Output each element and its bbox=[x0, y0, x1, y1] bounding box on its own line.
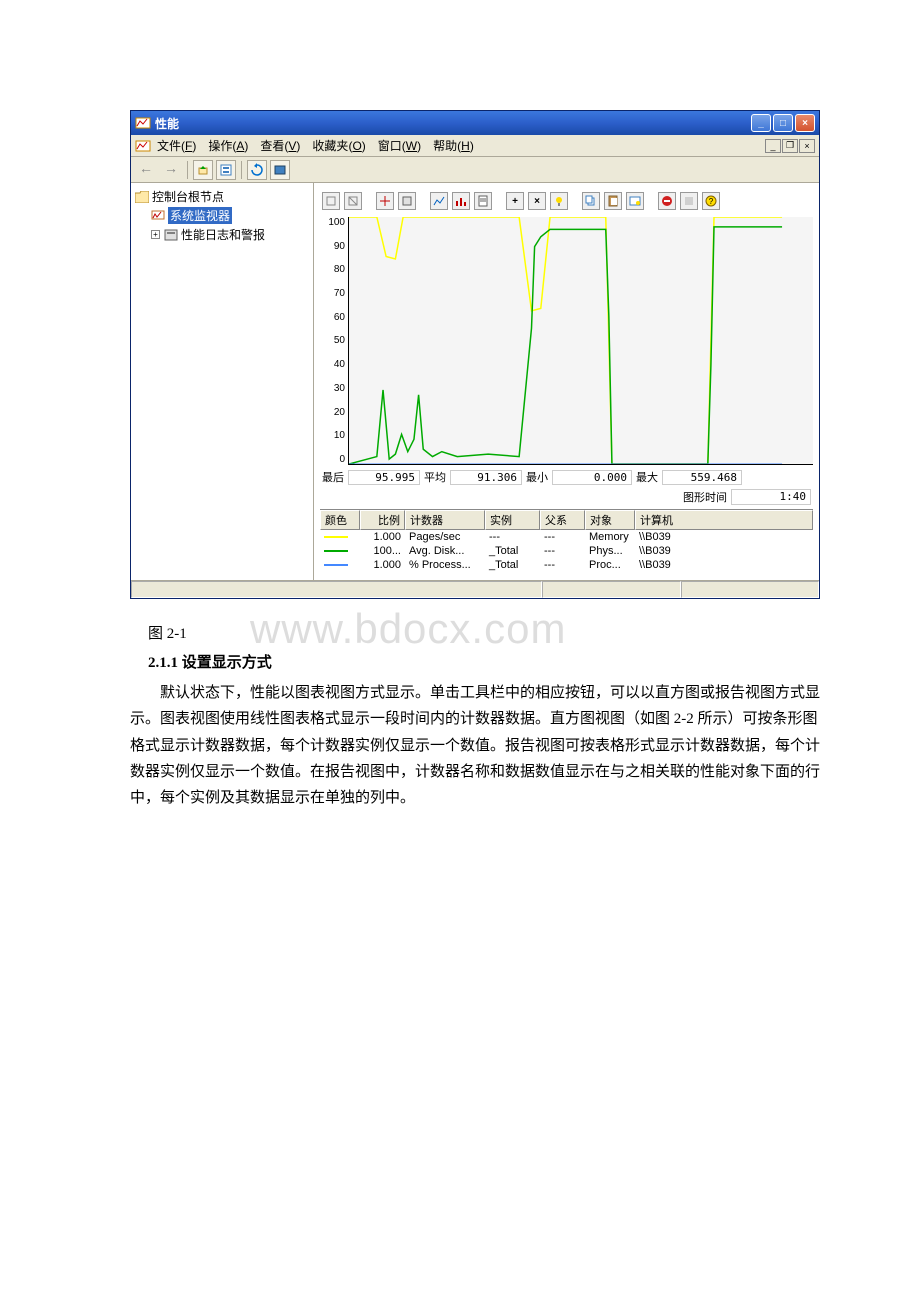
main-toolbar: ← → bbox=[131, 157, 819, 183]
y-tick: 60 bbox=[334, 312, 345, 323]
y-tick: 80 bbox=[334, 264, 345, 275]
figure-caption: 图 2-1 bbox=[130, 614, 825, 647]
chart-stats: 最后 95.995 平均 91.306 最小 0.000 最大 559.468 bbox=[320, 465, 813, 489]
duration-value: 1:40 bbox=[731, 489, 811, 505]
last-value: 95.995 bbox=[348, 470, 420, 485]
table-row[interactable]: 100...Avg. Disk..._Total---Phys...\\B039 bbox=[320, 544, 813, 558]
header-object[interactable]: 对象 bbox=[585, 510, 635, 530]
statusbar bbox=[131, 580, 819, 598]
avg-label: 平均 bbox=[424, 469, 446, 485]
minimize-button[interactable]: _ bbox=[751, 114, 771, 132]
svg-text:?: ? bbox=[709, 197, 714, 206]
content-panel: + × ? 1009080706050403020100 最后 bbox=[314, 183, 819, 580]
properties2-button[interactable] bbox=[626, 192, 644, 210]
table-row[interactable]: 1.000Pages/sec------Memory\\B039 bbox=[320, 530, 813, 544]
menu-window[interactable]: 窗口(W) bbox=[378, 137, 421, 154]
view-histogram-button[interactable] bbox=[452, 192, 470, 210]
table-row[interactable]: 1.000% Process..._Total---Proc...\\B039 bbox=[320, 558, 813, 572]
menu-view[interactable]: 查看(V) bbox=[260, 137, 300, 154]
max-value: 559.468 bbox=[662, 470, 742, 485]
monitor-icon bbox=[151, 210, 165, 222]
min-value: 0.000 bbox=[552, 470, 632, 485]
chart-area: 1009080706050403020100 bbox=[320, 217, 813, 465]
header-parent[interactable]: 父系 bbox=[540, 510, 585, 530]
y-tick: 70 bbox=[334, 288, 345, 299]
menu-favorites[interactable]: 收藏夹(O) bbox=[312, 137, 365, 154]
avg-value: 91.306 bbox=[450, 470, 522, 485]
delete-button[interactable]: × bbox=[528, 192, 546, 210]
highlight-button[interactable] bbox=[550, 192, 568, 210]
counter-table: 颜色 比例 计数器 实例 父系 对象 计算机 1.000Pages/sec---… bbox=[320, 509, 813, 572]
paste-button[interactable] bbox=[604, 192, 622, 210]
chart-plot[interactable] bbox=[348, 217, 813, 465]
clear-display-button[interactable] bbox=[344, 192, 362, 210]
tree-node-sysmon[interactable]: 系统监视器 bbox=[135, 206, 309, 225]
copy-button[interactable] bbox=[582, 192, 600, 210]
view-chart-button[interactable] bbox=[430, 192, 448, 210]
view-log-button[interactable] bbox=[398, 192, 416, 210]
close-button[interactable]: × bbox=[795, 114, 815, 132]
tree-root-node[interactable]: 控制台根节点 bbox=[135, 187, 309, 206]
header-scale[interactable]: 比例 bbox=[360, 510, 405, 530]
body-paragraph: 默认状态下，性能以图表视图方式显示。单击工具栏中的相应按钮，可以以直方图或报告视… bbox=[130, 680, 825, 811]
y-tick: 20 bbox=[334, 407, 345, 418]
refresh-button[interactable] bbox=[247, 160, 267, 180]
up-button[interactable] bbox=[193, 160, 213, 180]
max-label: 最大 bbox=[636, 469, 658, 485]
tree-node-logs[interactable]: + 性能日志和警报 bbox=[135, 225, 309, 244]
mdi-restore-button[interactable]: ❐ bbox=[782, 139, 798, 153]
logs-icon bbox=[164, 229, 178, 241]
y-tick: 100 bbox=[328, 217, 345, 228]
view-current-button[interactable] bbox=[376, 192, 394, 210]
app-icon bbox=[135, 115, 151, 131]
window-title: 性能 bbox=[155, 115, 751, 132]
menu-file[interactable]: 文件(F) bbox=[157, 137, 196, 154]
y-tick: 50 bbox=[334, 335, 345, 346]
tree-panel: 控制台根节点 系统监视器 + 性能日志和警报 bbox=[131, 183, 314, 580]
tree-sysmon-label: 系统监视器 bbox=[168, 207, 232, 224]
performance-window: 性能 _ □ × 文件(F) 操作(A) 查看(V) 收藏夹(O) 窗口(W) … bbox=[130, 110, 820, 599]
titlebar[interactable]: 性能 _ □ × bbox=[131, 111, 819, 135]
section-heading: 2.1.1 设置显示方式 bbox=[130, 647, 825, 680]
min-label: 最小 bbox=[526, 469, 548, 485]
properties-button[interactable] bbox=[216, 160, 236, 180]
expand-icon[interactable]: + bbox=[151, 230, 160, 239]
help-button[interactable]: ? bbox=[702, 192, 720, 210]
tree-logs-label: 性能日志和警报 bbox=[181, 226, 265, 243]
new-counter-set-button[interactable] bbox=[322, 192, 340, 210]
view-report-button[interactable] bbox=[474, 192, 492, 210]
folder-icon bbox=[135, 191, 149, 203]
menu-action[interactable]: 操作(A) bbox=[208, 137, 248, 154]
chart-y-axis: 1009080706050403020100 bbox=[320, 217, 348, 465]
header-color[interactable]: 颜色 bbox=[320, 510, 360, 530]
header-instance[interactable]: 实例 bbox=[485, 510, 540, 530]
maximize-button[interactable]: □ bbox=[773, 114, 793, 132]
back-button[interactable]: ← bbox=[135, 162, 157, 178]
y-tick: 40 bbox=[334, 359, 345, 370]
mdi-close-button[interactable]: × bbox=[799, 139, 815, 153]
update-button[interactable] bbox=[680, 192, 698, 210]
chart-toolbar: + × ? bbox=[320, 189, 813, 213]
tree-root-label: 控制台根节点 bbox=[152, 188, 224, 205]
y-tick: 90 bbox=[334, 241, 345, 252]
y-tick: 10 bbox=[334, 430, 345, 441]
header-computer[interactable]: 计算机 bbox=[635, 510, 813, 530]
mdi-icon bbox=[135, 138, 151, 154]
header-counter[interactable]: 计数器 bbox=[405, 510, 485, 530]
y-tick: 0 bbox=[339, 454, 345, 465]
y-tick: 30 bbox=[334, 383, 345, 394]
add-button[interactable]: + bbox=[506, 192, 524, 210]
export-button[interactable] bbox=[270, 160, 290, 180]
menubar: 文件(F) 操作(A) 查看(V) 收藏夹(O) 窗口(W) 帮助(H) _ ❐… bbox=[131, 135, 819, 157]
table-header-row: 颜色 比例 计数器 实例 父系 对象 计算机 bbox=[320, 510, 813, 530]
menu-help[interactable]: 帮助(H) bbox=[433, 137, 474, 154]
mdi-minimize-button[interactable]: _ bbox=[765, 139, 781, 153]
duration-label: 图形时间 bbox=[683, 489, 727, 505]
freeze-button[interactable] bbox=[658, 192, 676, 210]
forward-button[interactable]: → bbox=[160, 162, 182, 178]
last-label: 最后 bbox=[322, 469, 344, 485]
